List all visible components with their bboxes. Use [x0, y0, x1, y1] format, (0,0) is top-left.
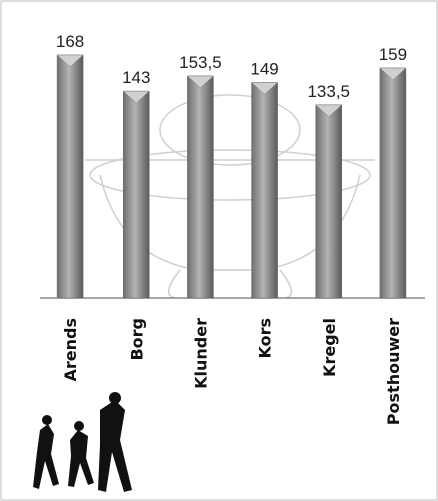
- bar-cap: [315, 104, 343, 118]
- x-tick-label: Borg: [127, 318, 146, 361]
- bar-cap: [250, 82, 279, 95]
- dancers-silhouette: [33, 392, 132, 492]
- bar: [187, 75, 214, 299]
- value-label: 149: [250, 59, 278, 78]
- bar-cap: [186, 75, 215, 89]
- x-tick-label: Arends: [61, 318, 80, 382]
- x-tick-label: Posthouwer: [384, 318, 403, 425]
- value-label: 133,5: [307, 82, 350, 101]
- value-label: 159: [379, 45, 407, 64]
- value-label: 168: [56, 32, 84, 51]
- bar-cap: [122, 90, 150, 104]
- bar: [123, 90, 150, 299]
- bar: [315, 104, 342, 299]
- x-tick-label: Kors: [256, 318, 275, 359]
- bar: [379, 67, 407, 299]
- bar: [56, 54, 84, 299]
- value-label: 143: [122, 68, 150, 87]
- bar-cap: [56, 54, 84, 68]
- bar: [251, 82, 278, 299]
- x-tick-label: Kregel: [320, 318, 339, 377]
- value-label: 153,5: [179, 53, 222, 72]
- bar-cap: [379, 67, 407, 81]
- x-tick-label: Klunder: [191, 318, 210, 389]
